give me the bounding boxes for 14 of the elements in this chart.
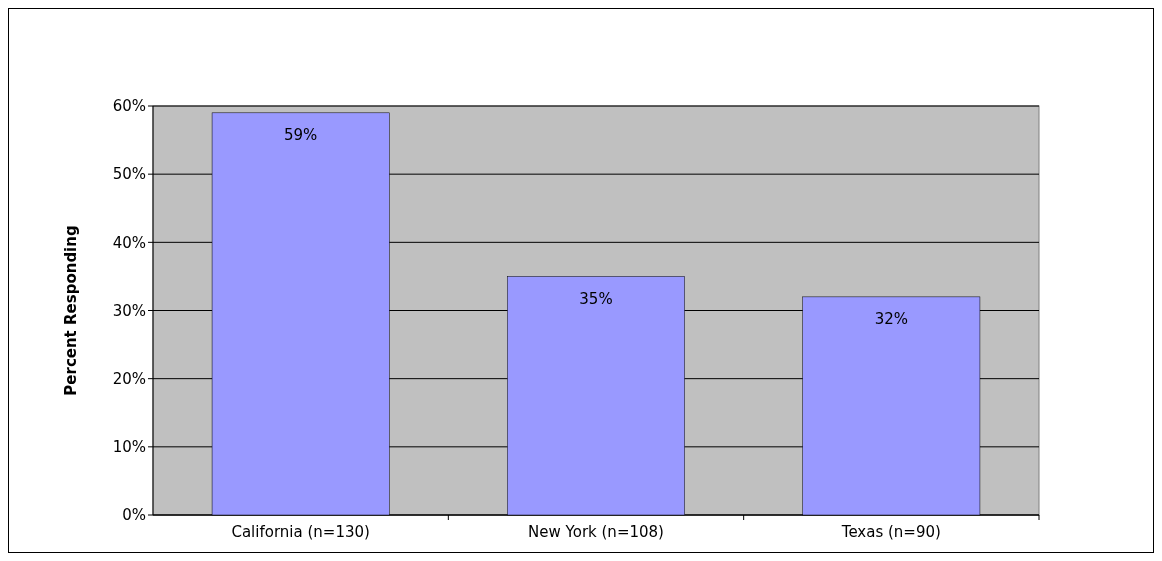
y-tick-label: 20%: [112, 369, 146, 388]
y-tick-label: 0%: [122, 506, 146, 525]
y-axis-title: Percent Responding: [62, 225, 80, 396]
data-label: 35%: [579, 289, 613, 308]
y-tick-label: 40%: [112, 233, 146, 252]
x-tick-label: California (n=130): [231, 523, 370, 541]
x-tick-label: New York (n=108): [528, 523, 664, 541]
data-label: 32%: [874, 310, 909, 329]
y-tick-label: 50%: [112, 165, 146, 184]
y-tick-label: 10%: [112, 438, 146, 457]
x-tick-label: Texas (n=90): [840, 523, 941, 541]
data-label: 59%: [283, 126, 318, 145]
y-tick-label: 30%: [112, 301, 146, 320]
y-tick-label: 60%: [112, 97, 146, 116]
